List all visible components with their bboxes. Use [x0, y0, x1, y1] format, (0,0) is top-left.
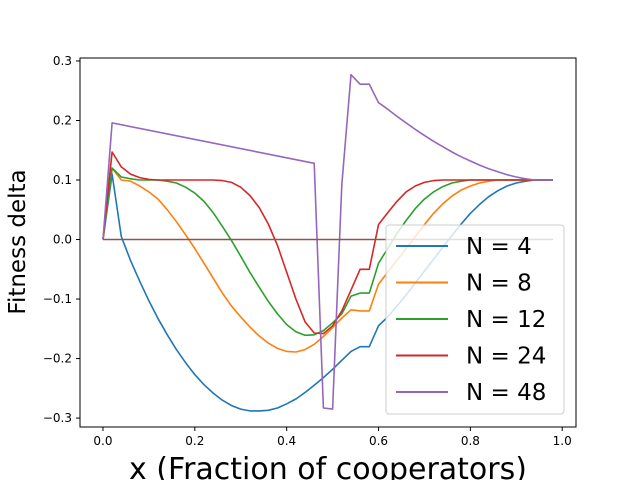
x-tick-label: 0.0: [93, 434, 112, 448]
y-tick-label: 0.1: [53, 173, 72, 187]
plot-frame: [79, 57, 577, 428]
series-line-n-4: [102, 173, 553, 412]
x-tick-label: 0.6: [369, 434, 388, 448]
legend-label: N = 24: [466, 344, 546, 370]
legend-label: N = 12: [466, 307, 546, 333]
y-axis-ticks: −0.3 −0.2 −0.1 0.0 0.1 0.2 0.3: [43, 54, 80, 425]
legend: N = 4 N = 8 N = 12 N = 24 N = 48: [385, 224, 565, 415]
series-line-n-8: [102, 167, 553, 353]
y-axis-label: Fitness delta: [5, 169, 31, 314]
y-tick-label: −0.3: [43, 411, 72, 425]
y-tick-label: 0.3: [53, 54, 72, 68]
legend-label: N = 48: [466, 380, 546, 406]
y-tick-label: 0.2: [53, 113, 72, 127]
x-axis-ticks: 0.0 0.2 0.4 0.6 0.8 1.0: [93, 427, 572, 448]
x-tick-label: 0.8: [461, 434, 480, 448]
x-tick-label: 1.0: [553, 434, 572, 448]
legend-box: [385, 224, 565, 415]
x-axis-label: x (Fraction of cooperators): [129, 452, 527, 480]
x-tick-label: 0.4: [277, 434, 296, 448]
y-tick-label: 0.0: [53, 233, 72, 247]
legend-label: N = 8: [466, 271, 532, 297]
x-tick-label: 0.2: [185, 434, 204, 448]
series-line-n-48: [102, 73, 553, 410]
series-line-n-24: [102, 151, 553, 335]
y-tick-label: −0.2: [43, 352, 72, 366]
legend-label: N = 4: [466, 234, 532, 260]
y-tick-label: −0.1: [43, 292, 72, 306]
